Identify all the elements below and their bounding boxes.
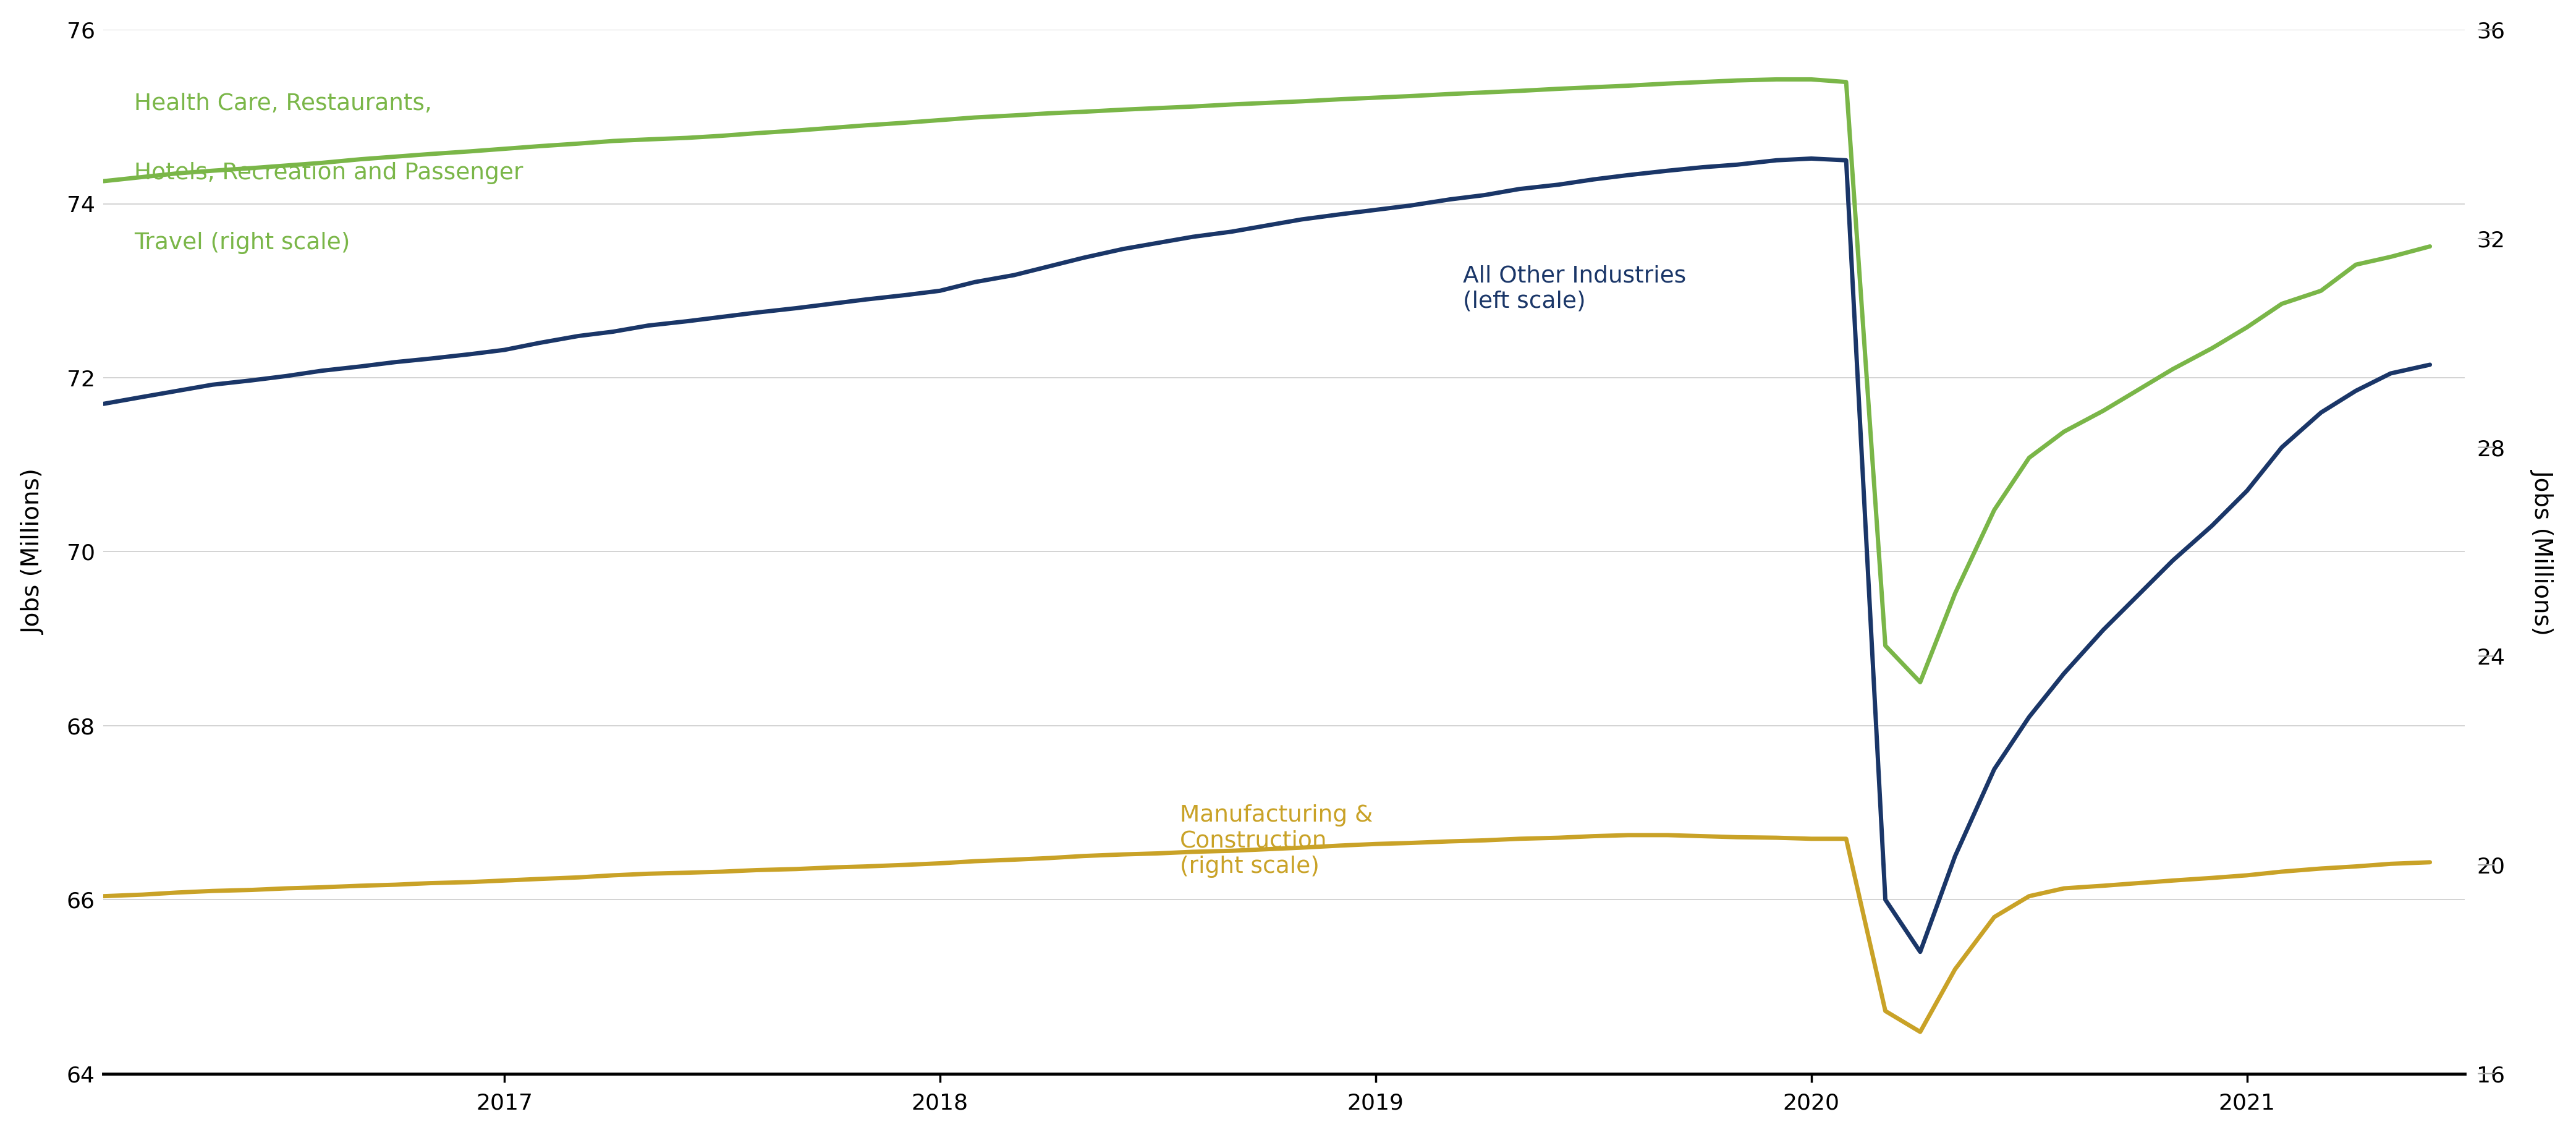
Y-axis label: Jobs (Millions): Jobs (Millions) — [2532, 469, 2555, 634]
Y-axis label: Jobs (Millions): Jobs (Millions) — [21, 469, 44, 634]
Text: Hotels, Recreation and Passenger: Hotels, Recreation and Passenger — [134, 162, 523, 185]
Text: Travel (right scale): Travel (right scale) — [134, 232, 350, 254]
Text: All Other Industries
(left scale): All Other Industries (left scale) — [1463, 264, 1687, 312]
Text: Health Care, Restaurants,: Health Care, Restaurants, — [134, 93, 433, 115]
Text: Manufacturing &
Construction
(right scale): Manufacturing & Construction (right scal… — [1180, 804, 1373, 877]
